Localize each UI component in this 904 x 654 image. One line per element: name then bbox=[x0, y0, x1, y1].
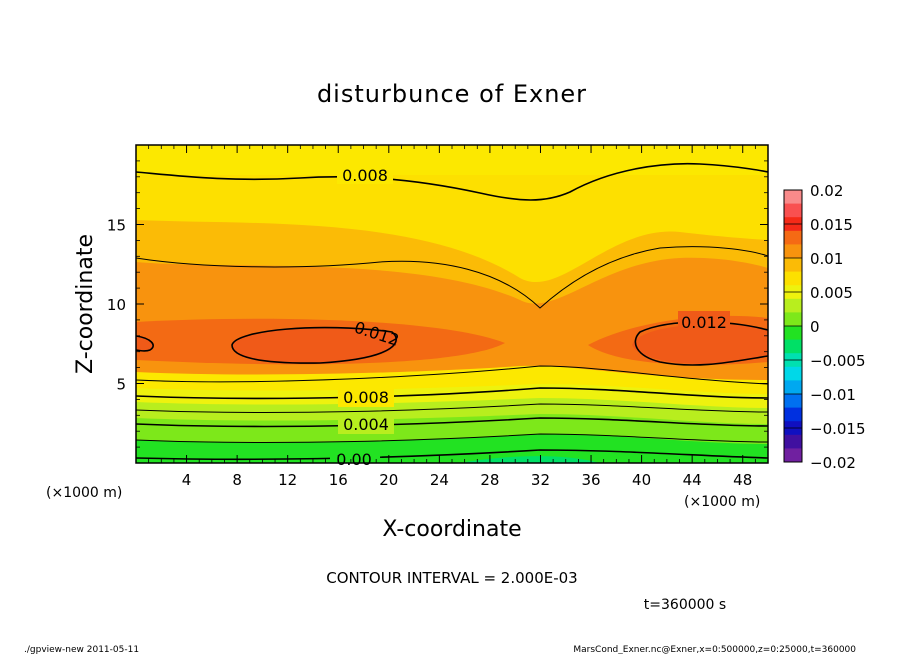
colorbar-tick-label: 0.01 bbox=[810, 250, 843, 268]
colorbar-cell bbox=[784, 434, 802, 449]
colorbar-tick-label: −0.015 bbox=[810, 420, 866, 438]
colorbar-tick-label: −0.01 bbox=[810, 386, 856, 404]
band-012-core-right bbox=[632, 324, 768, 364]
y-axis: 5 10 15 bbox=[107, 160, 768, 448]
x-tick-label: 24 bbox=[430, 471, 449, 489]
colorbar-tick-label: −0.005 bbox=[810, 352, 866, 370]
band-012-edge bbox=[136, 335, 154, 351]
colorbar-cell bbox=[784, 394, 802, 409]
x-tick-label: 36 bbox=[581, 471, 600, 489]
colorbar-tick-label: 0.005 bbox=[810, 284, 853, 302]
colorbar-cell bbox=[784, 312, 802, 327]
x-tick-label: 32 bbox=[531, 471, 550, 489]
colorbar-tick-label: −0.02 bbox=[810, 454, 856, 472]
colorbar-cell bbox=[784, 366, 802, 381]
x-tick-label: 4 bbox=[182, 471, 192, 489]
band-012-core-left bbox=[231, 327, 398, 365]
contour-label-012-right: 0.012 bbox=[681, 313, 727, 332]
time-label: t=360000 s bbox=[644, 597, 726, 613]
x-tick-label: 40 bbox=[632, 471, 651, 489]
colorbar-cell bbox=[784, 407, 802, 422]
colorbar-cell bbox=[784, 244, 802, 259]
x-tick-label: 20 bbox=[379, 471, 398, 489]
footer-left: ./gpview-new 2011-05-11 bbox=[24, 645, 139, 654]
x-tick-label: 16 bbox=[329, 471, 348, 489]
band-000 bbox=[136, 434, 768, 463]
contour-interval: CONTOUR INTERVAL = 2.000E-03 bbox=[326, 569, 577, 587]
band-top-lightyellow bbox=[136, 145, 768, 175]
band-neg bbox=[460, 456, 600, 463]
contour-010-upper bbox=[136, 246, 768, 309]
x-axis-label: X-coordinate bbox=[382, 517, 521, 542]
colorbar-cell bbox=[784, 448, 802, 463]
colorbar-cell bbox=[784, 190, 802, 205]
x-tick-label: 44 bbox=[683, 471, 702, 489]
contour-label-008-top: 0.008 bbox=[342, 166, 388, 185]
colorbar: 0.02 0.015 0.01 0.005 0 −0.005 −0.01 −0.015 −0.0… bbox=[783, 182, 866, 472]
contour-008-top bbox=[136, 162, 768, 201]
chart-title: disturbunce of Exner bbox=[317, 80, 587, 108]
contour-004 bbox=[136, 417, 768, 428]
colorbar-cell bbox=[784, 339, 802, 354]
x-unit-right: (×1000 m) bbox=[684, 494, 760, 510]
y-tick-label: 15 bbox=[107, 217, 126, 235]
x-tick-label: 28 bbox=[480, 471, 499, 489]
contour-006 bbox=[136, 403, 768, 413]
contour-012-left bbox=[231, 326, 397, 364]
contour-label-000: 0.00 bbox=[336, 450, 372, 469]
y-tick-label: 5 bbox=[116, 376, 126, 394]
contour-label-008-lower: 0.008 bbox=[343, 388, 389, 407]
x-tick-label: 8 bbox=[232, 471, 242, 489]
colorbar-cell bbox=[784, 258, 802, 273]
contour-000 bbox=[136, 449, 768, 461]
colorbar-cell bbox=[784, 203, 802, 218]
plot-area bbox=[136, 145, 768, 463]
colorbar-cell bbox=[784, 298, 802, 313]
colorbar-tick-label: 0.015 bbox=[810, 216, 853, 234]
contour-012-edge bbox=[136, 335, 154, 352]
contour-010-lower bbox=[136, 365, 768, 385]
colorbar-cell bbox=[784, 230, 802, 245]
x-unit-left: (×1000 m) bbox=[46, 485, 122, 501]
colorbar-cell bbox=[784, 380, 802, 395]
y-tick-label: 10 bbox=[107, 296, 126, 314]
contour-008-lower bbox=[136, 387, 768, 400]
x-tick-label: 48 bbox=[733, 471, 752, 489]
colorbar-tick-label: 0.02 bbox=[810, 182, 843, 200]
contour-label-004: 0.004 bbox=[343, 415, 389, 434]
colorbar-tick-label: 0 bbox=[810, 318, 820, 336]
contour-002 bbox=[136, 433, 768, 443]
colorbar-cell bbox=[784, 326, 802, 341]
x-tick-label: 12 bbox=[278, 471, 297, 489]
x-axis: 4 8 12 16 20 24 28 32 36 40 44 48 bbox=[148, 145, 756, 489]
footer-right: MarsCond_Exner.nc@Exner,x=0:500000,z=0:2… bbox=[573, 645, 856, 654]
contour-lines bbox=[136, 162, 768, 461]
colorbar-cell bbox=[784, 271, 802, 286]
y-axis-label: Z-coordinate bbox=[73, 234, 98, 374]
